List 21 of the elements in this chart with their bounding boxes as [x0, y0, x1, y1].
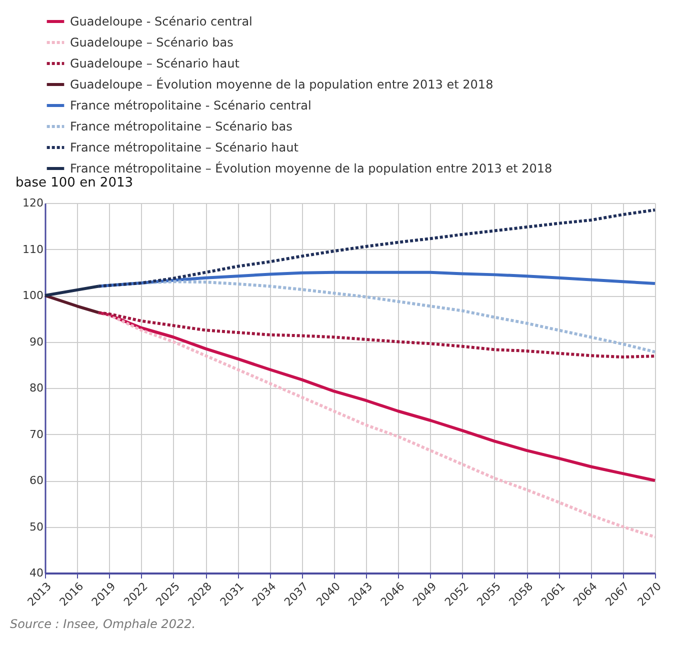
y-tick-label: 70 — [30, 428, 44, 441]
legend-label: Guadeloupe - Scénario central — [70, 14, 252, 28]
y-tick-label: 90 — [30, 335, 44, 348]
legend-label: Guadeloupe – Évolution moyenne de la population entre 2013 et 2018 — [70, 76, 494, 92]
y-tick-label: 100 — [22, 289, 44, 302]
legend-label: Guadeloupe – Scénario bas — [70, 36, 234, 50]
y-tick-label: 50 — [30, 520, 44, 534]
y-axis-title: base 100 en 2013 — [16, 176, 134, 190]
legend-label: France métropolitaine – Évolution moyenne de la population entre 2013 et 2018 — [70, 160, 552, 176]
legend-label: France métropolitaine – Scénario bas — [70, 120, 292, 134]
y-tick-label: 120 — [22, 196, 44, 210]
y-tick-label: 80 — [30, 382, 44, 394]
y-tick-label: 60 — [30, 474, 44, 487]
y-tick-label: 40 — [30, 566, 44, 580]
legend-label: France métropolitaine – Scénario haut — [70, 140, 299, 154]
source-note: Source : Insee, Omphale 2022. — [10, 617, 197, 631]
legend-label: Guadeloupe – Scénario haut — [70, 56, 240, 70]
line-series — [97, 311, 656, 538]
legend-label: France métropolitaine - Scénario central — [70, 98, 312, 112]
y-tick-label: 110 — [22, 242, 44, 256]
line-series — [97, 311, 656, 359]
